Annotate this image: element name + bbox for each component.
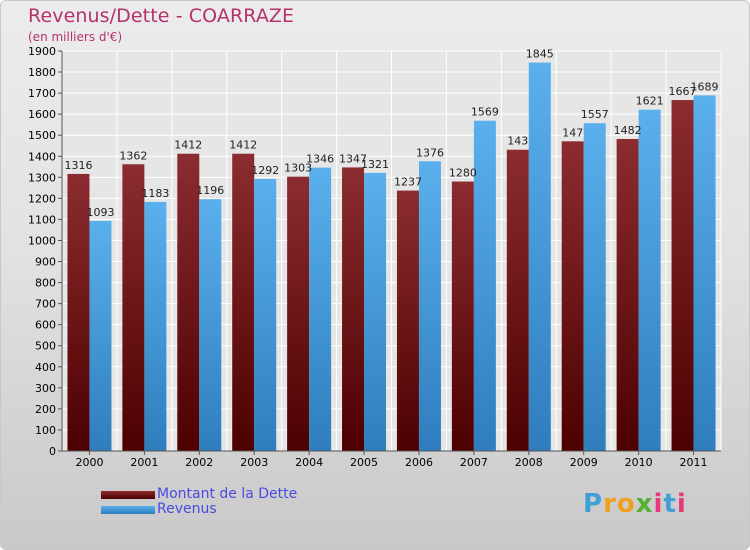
y-tick-label: 1500 (28, 129, 56, 142)
y-tick-label: 1000 (28, 234, 56, 247)
data-label: 1482 (614, 124, 642, 137)
x-tick-label: 2010 (625, 456, 653, 469)
data-label: 1321 (361, 158, 389, 171)
data-label: 1280 (449, 167, 477, 180)
bar-dette (396, 190, 419, 451)
x-tick-label: 2005 (350, 456, 378, 469)
legend-item-revenus: Revenus (101, 502, 297, 517)
data-label: 143 (507, 135, 528, 148)
chart-title: Revenus/Dette - COARRAZE (28, 5, 295, 27)
legend: Montant de la Dette Revenus (101, 487, 297, 517)
proxiti-logo: Proxiti (583, 489, 687, 519)
legend-swatch-dette (101, 490, 155, 499)
data-label: 1376 (416, 146, 444, 159)
y-tick-label: 100 (35, 424, 56, 437)
data-label: 1557 (581, 108, 609, 121)
data-label: 1346 (306, 153, 334, 166)
bar-revenus (583, 123, 606, 452)
x-tick-label: 2004 (295, 456, 323, 469)
data-label: 1196 (196, 184, 224, 197)
bar-revenus (254, 179, 277, 451)
data-label: 1303 (284, 162, 312, 175)
bar-revenus (418, 161, 441, 451)
y-tick-label: 1300 (28, 171, 56, 184)
chart-subtitle: (en milliers d'€) (28, 30, 123, 44)
x-tick-label: 2008 (515, 456, 543, 469)
bar-revenus (638, 109, 661, 451)
data-label: 1667 (669, 85, 697, 98)
bar-dette (177, 153, 200, 451)
data-label: 147 (562, 126, 583, 139)
data-label: 1621 (636, 95, 664, 108)
bar-dette (232, 153, 255, 451)
x-tick-label: 2000 (75, 456, 103, 469)
bar-dette (451, 181, 474, 452)
bar-revenus (89, 220, 112, 451)
y-tick-label: 1900 (28, 45, 56, 58)
bar-dette (287, 176, 310, 451)
y-tick-label: 400 (35, 361, 56, 374)
data-label: 1093 (86, 206, 114, 219)
y-tick-label: 600 (35, 319, 56, 332)
x-tick-label: 2002 (185, 456, 213, 469)
bar-revenus (528, 62, 551, 451)
data-label: 1569 (471, 106, 499, 119)
y-tick-label: 0 (49, 445, 56, 458)
bars (67, 62, 716, 452)
legend-label-dette: Montant de la Dette (157, 486, 298, 502)
y-tick-label: 800 (35, 277, 56, 290)
x-tick-label: 2011 (680, 456, 708, 469)
y-tick-label: 1400 (28, 150, 56, 163)
y-tick-label: 500 (35, 340, 56, 353)
bar-revenus (473, 120, 496, 452)
legend-swatch-revenus (101, 505, 155, 514)
legend-item-dette: Montant de la Dette (101, 487, 297, 502)
y-tick-label: 700 (35, 298, 56, 311)
y-tick-label: 1200 (28, 192, 56, 205)
legend-label-revenus: Revenus (157, 501, 217, 517)
bar-revenus (693, 95, 716, 451)
x-tick-label: 2003 (240, 456, 268, 469)
data-label: 1237 (394, 176, 422, 189)
axes: 0 100 200 300 400 500 600 700 800 900 1000 1100 1200… (28, 45, 721, 469)
y-tick-label: 1700 (28, 87, 56, 100)
bar-dette (506, 149, 529, 451)
y-tick-label: 1100 (28, 213, 56, 226)
data-label: 1347 (339, 152, 367, 165)
y-tick-label: 300 (35, 382, 56, 395)
bar-dette (561, 141, 584, 451)
data-labels: 1316 1093 1362 1183 1412 1196 1412 1292 13031346… (64, 48, 718, 219)
data-label: 1845 (526, 48, 554, 61)
x-tick-label: 2007 (460, 456, 488, 469)
x-tick-label: 2009 (570, 456, 598, 469)
x-tick-label: 2001 (130, 456, 158, 469)
bar-revenus (199, 199, 222, 451)
bar-dette (122, 164, 145, 451)
bar-dette (342, 167, 365, 451)
bar-dette (67, 173, 90, 451)
data-label: 1292 (251, 164, 279, 177)
bar-revenus (309, 167, 332, 451)
data-label: 1412 (174, 139, 202, 152)
data-label: 1412 (229, 139, 257, 152)
bar-revenus (144, 201, 167, 451)
bar-dette (671, 100, 694, 451)
bar-dette (616, 139, 639, 451)
data-label: 1362 (119, 149, 147, 162)
data-label: 1183 (141, 187, 169, 200)
y-tick-label: 1600 (28, 108, 56, 121)
x-tick-label: 2006 (405, 456, 433, 469)
data-label: 1689 (691, 80, 719, 93)
y-tick-label: 900 (35, 256, 56, 269)
grid (61, 50, 722, 452)
data-label: 1316 (64, 159, 92, 172)
y-tick-label: 1800 (28, 66, 56, 79)
y-tick-label: 200 (35, 403, 56, 416)
bar-revenus (364, 172, 387, 452)
